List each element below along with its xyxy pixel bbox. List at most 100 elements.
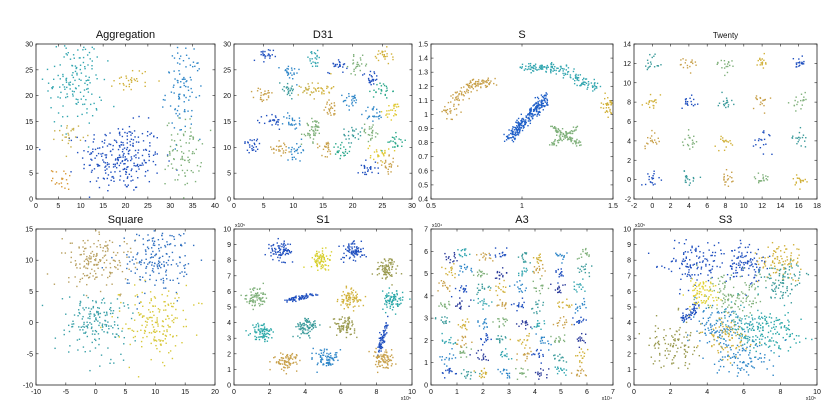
y-tick-label: 1 <box>424 360 428 367</box>
data-point <box>456 343 459 345</box>
data-point <box>306 325 309 327</box>
data-point <box>761 58 763 60</box>
data-point <box>286 86 289 88</box>
data-point <box>291 158 294 161</box>
data-point <box>349 297 351 299</box>
data-point <box>554 138 556 141</box>
data-point <box>285 86 288 88</box>
data-point <box>323 109 325 111</box>
data-point <box>130 77 133 79</box>
data-point <box>84 274 86 277</box>
data-point <box>348 142 350 144</box>
data-point <box>256 90 259 92</box>
data-point <box>591 86 594 89</box>
data-point <box>367 169 369 171</box>
data-point <box>490 80 492 82</box>
data-point <box>308 320 311 322</box>
data-point <box>144 85 146 88</box>
data-point <box>653 139 656 141</box>
data-point <box>516 131 518 133</box>
data-point <box>348 322 351 324</box>
data-point <box>78 338 81 340</box>
data-point <box>558 139 561 141</box>
data-point <box>313 87 315 89</box>
data-point <box>316 54 318 57</box>
data-point <box>147 169 149 172</box>
data-point <box>175 263 178 265</box>
data-point <box>284 244 287 246</box>
data-point <box>288 117 291 120</box>
data-point <box>388 267 390 269</box>
data-point <box>452 94 454 96</box>
data-point <box>540 101 543 103</box>
data-point <box>64 136 66 138</box>
data-point <box>535 66 537 69</box>
data-point <box>190 87 192 90</box>
data-point <box>797 101 799 103</box>
data-point <box>510 137 513 139</box>
data-point <box>390 349 393 351</box>
data-point <box>760 101 762 103</box>
data-point <box>381 339 383 341</box>
data-point <box>127 166 129 168</box>
y-tick-label: 8 <box>227 258 231 265</box>
data-point <box>373 151 376 153</box>
data-point <box>685 98 687 100</box>
data-point <box>376 108 378 111</box>
data-point <box>582 357 584 359</box>
data-point <box>563 74 565 77</box>
data-point <box>660 179 663 181</box>
data-point <box>381 266 384 268</box>
data-point <box>144 320 147 323</box>
data-point <box>327 145 329 147</box>
data-point <box>379 82 381 84</box>
data-point <box>567 137 569 140</box>
data-point <box>263 336 265 338</box>
data-point <box>165 271 167 273</box>
data-point <box>305 320 307 322</box>
data-point <box>326 87 328 90</box>
data-point <box>198 95 201 97</box>
data-point <box>516 122 518 124</box>
data-point <box>266 332 268 334</box>
data-point <box>361 254 364 256</box>
data-point <box>123 168 126 170</box>
data-point <box>541 336 544 339</box>
data-point <box>65 78 67 80</box>
data-point <box>394 109 397 112</box>
data-point <box>295 361 297 363</box>
data-point <box>325 247 327 249</box>
data-point <box>328 110 331 112</box>
data-point <box>718 149 720 152</box>
data-point <box>554 140 556 142</box>
data-point <box>179 93 181 95</box>
data-point <box>726 140 728 143</box>
data-point <box>145 272 147 274</box>
data-point <box>137 296 139 298</box>
data-point <box>74 65 77 67</box>
data-point <box>759 103 761 106</box>
data-point <box>176 149 178 152</box>
data-point <box>725 168 728 171</box>
data-point <box>326 111 329 114</box>
data-point <box>136 308 138 310</box>
data-point <box>345 104 348 106</box>
data-point <box>75 67 78 69</box>
data-point <box>554 130 557 132</box>
data-point <box>534 96 537 99</box>
data-point <box>277 124 279 126</box>
data-point <box>542 109 544 111</box>
data-point <box>152 250 154 253</box>
data-point <box>470 91 472 93</box>
data-point <box>189 138 191 140</box>
data-point <box>537 113 539 115</box>
data-point <box>267 92 269 94</box>
axes-frame <box>430 228 614 386</box>
data-point <box>72 323 75 325</box>
data-point <box>320 260 323 262</box>
data-point <box>390 109 392 111</box>
data-point <box>359 57 362 59</box>
data-point <box>390 258 393 260</box>
data-point <box>396 106 398 108</box>
data-point <box>365 255 367 258</box>
